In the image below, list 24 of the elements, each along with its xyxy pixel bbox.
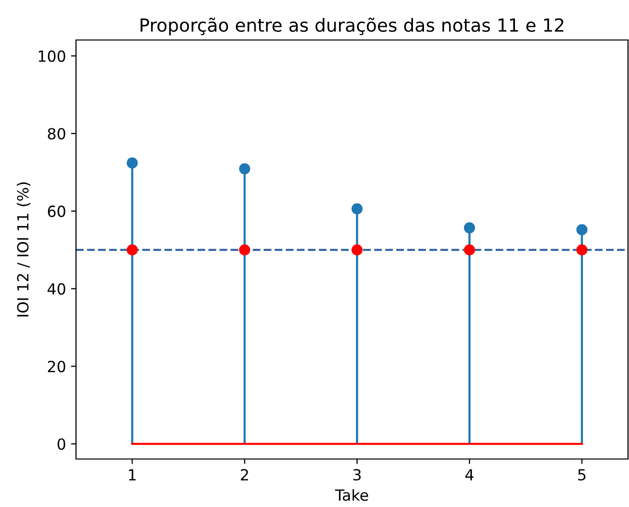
y-axis-title: IOI 12 / IOI 11 (%) [16, 182, 30, 316]
point [464, 244, 476, 256]
point [576, 224, 588, 236]
y-tick-label: 60 [48, 206, 66, 218]
point [126, 244, 138, 256]
x-tick-label: 2 [240, 468, 248, 480]
x-tick-label: 4 [465, 469, 474, 480]
y-tick-label: 40 [48, 283, 66, 295]
y-tick-label: 80 [48, 128, 66, 140]
y-tick-label: 0 [58, 438, 66, 450]
x-tick-label: 5 [578, 469, 586, 481]
point [576, 244, 588, 256]
point [352, 244, 363, 256]
y-tick-label: 100 [38, 50, 66, 62]
point [126, 157, 138, 169]
point [464, 222, 476, 234]
point [239, 163, 250, 174]
point [352, 203, 363, 214]
point [239, 244, 250, 256]
x-tick-label: 1 [129, 469, 136, 480]
y-tick-label: 20 [48, 360, 66, 372]
x-axis-title: Take [335, 489, 368, 501]
x-tick-label: 3 [353, 468, 361, 481]
chart-title: Proporção entre as durações das notas 11 e 12 [140, 18, 564, 36]
